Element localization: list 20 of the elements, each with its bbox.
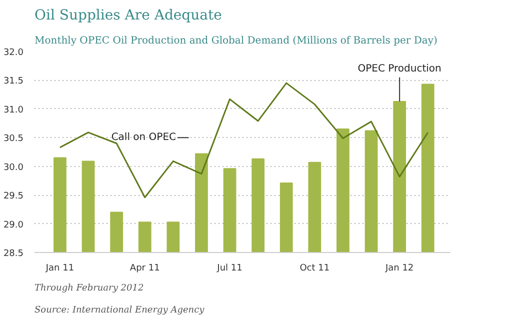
y-tick-label: 31.0 [3,105,24,116]
text: Through February 2012 [34,284,144,294]
x-tick-label: Jan 12 [384,264,414,274]
y-tick-label: 29.0 [3,220,24,230]
x-tick-label: Apr 11 [130,264,160,274]
y-tick-label: 32.0 [3,48,24,58]
x-tick-label: Jan 11 [44,264,74,274]
source-note: Source: International Energy Agency [34,306,206,316]
y-tick-label: 30.5 [3,134,24,144]
chart-subtitle: Monthly OPEC Oil Production and Global Demand (Millions of Barrels per Day) [34,36,438,46]
x-tick-label: Jul 11 [216,264,242,274]
y-tick-label: 31.5 [3,76,24,87]
x-tick-label: Oct 11 [300,264,330,274]
line-series [59,82,429,198]
chart-title: Oil Supplies Are Adequate [34,8,222,24]
y-tick-label: 29.5 [3,192,24,202]
series-label: Call on OPEC [111,132,176,144]
y-tick-label: 28.5 [3,249,24,259]
y-tick-label: 30.0 [3,162,24,173]
series-label: OPEC Production [358,63,442,74]
